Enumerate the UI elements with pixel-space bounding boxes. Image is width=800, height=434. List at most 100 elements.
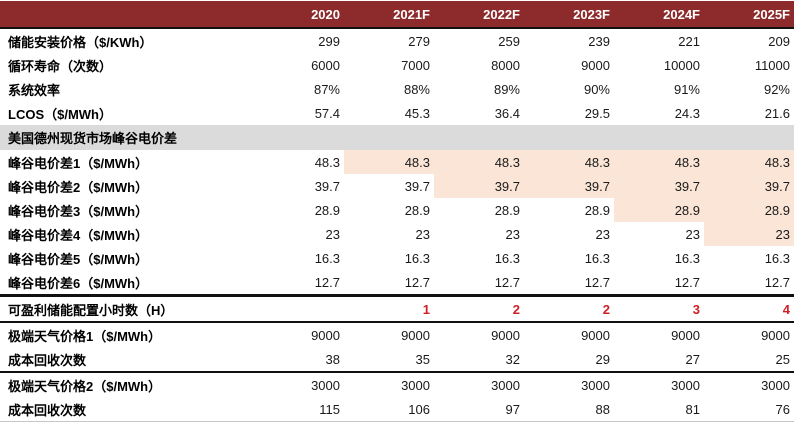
value-cell: 23 [415,226,430,242]
value-cell: 9000 [761,327,790,343]
row-label: 可盈利储能配置小时数（H） [8,302,174,318]
value-cell: 9000 [581,327,610,343]
value-cell: 3000 [401,377,430,393]
value-cell: 3000 [761,377,790,393]
value-cell: 279 [408,33,430,49]
value-cell: 12.7 [494,274,520,290]
value-cell-highlighted: 39.7 [614,174,704,198]
value-cell-highlighted: 48.3 [704,150,794,174]
value-cell: 299 [318,33,340,49]
row-lcos: LCOS（$/MWh） 57.4 45.3 36.4 29.5 24.3 21.… [0,101,794,125]
value-cell: 36.4 [494,105,520,121]
value-cell: 1 [422,301,430,317]
row-profitable-hours: 可盈利储能配置小时数（H） 1 2 2 3 4 [0,295,794,322]
value-cell: 12.7 [674,274,700,290]
value-cell: 12.7 [314,274,340,290]
value-cell: 221 [678,33,700,49]
value-cell-highlighted: 48.3 [524,150,614,174]
value-cell: 45.3 [404,105,430,121]
value-cell: 239 [588,33,610,49]
value-cell-highlighted: 48.3 [344,150,434,174]
row-label: 极端天气价格1（$/MWh） [8,328,162,344]
value-cell: 106 [408,401,430,417]
row-label: 成本回收次数 [8,352,87,368]
value-cell: 28.9 [314,202,340,218]
row-extreme-price2: 极端天气价格2（$/MWh） 3000 3000 3000 3000 3000 … [0,372,794,397]
value-cell-highlighted: 23 [704,222,794,246]
row-label: 峰谷电价差3（$/MWh） [8,203,149,219]
value-cell: 81 [685,401,700,417]
value-cell: 97 [505,401,520,417]
value-cell-highlighted: 39.7 [434,174,524,198]
row-label: 循环寿命（次数） [8,58,113,74]
row-cycle-life: 循环寿命（次数） 6000 7000 8000 9000 10000 11000 [0,53,794,77]
value-cell: 24.3 [674,105,700,121]
row-install-price: 储能安装价格（$/KWh） 299 279 259 239 221 209 [0,28,794,53]
value-cell: 9000 [581,57,610,73]
row-spread2: 峰谷电价差2（$/MWh） 39.7 39.7 39.7 39.7 39.7 3… [0,174,794,198]
value-cell: 21.6 [764,105,790,121]
row-label: 峰谷电价差2（$/MWh） [8,179,149,195]
value-cell: 92% [763,81,790,97]
value-cell-highlighted: 48.3 [614,150,704,174]
value-cell: 3000 [671,377,700,393]
value-cell: 88 [595,401,610,417]
value-cell: 209 [768,33,790,49]
value-cell: 3000 [491,377,520,393]
value-cell: 2 [512,301,520,317]
value-cell: 32 [505,351,520,367]
row-label: 极端天气价格2（$/MWh） [8,378,162,394]
row-spread5: 峰谷电价差5（$/MWh） 16.3 16.3 16.3 16.3 16.3 1… [0,246,794,270]
value-cell: 16.3 [404,250,430,266]
row-spread3: 峰谷电价差3（$/MWh） 28.9 28.9 28.9 28.9 28.9 2… [0,198,794,222]
value-cell: 3000 [581,377,610,393]
column-header: 2021F [344,1,434,29]
value-cell: 9000 [671,327,700,343]
column-header: 2020 [254,1,344,29]
value-cell: 90% [583,81,610,97]
row-spread6: 峰谷电价差6（$/MWh） 12.7 12.7 12.7 12.7 12.7 1… [0,270,794,296]
value-cell: 12.7 [764,274,790,290]
value-cell: 28.9 [494,202,520,218]
row-label: 峰谷电价差6（$/MWh） [8,275,149,291]
value-cell: 12.7 [404,274,430,290]
value-cell: 2 [602,301,610,317]
value-cell: 38 [325,351,340,367]
value-cell: 39.7 [404,178,430,194]
value-cell: 10000 [663,57,700,73]
value-cell: 87% [313,81,340,97]
value-cell: 25 [775,351,790,367]
value-cell: 115 [319,401,340,417]
value-cell: 23 [595,226,610,242]
value-cell: 16.3 [314,250,340,266]
value-cell: 259 [498,33,520,49]
row-label: 峰谷电价差4（$/MWh） [8,227,149,243]
value-cell: 23 [685,226,700,242]
column-header: 2025F [704,1,794,29]
value-cell: 57.4 [314,105,340,121]
value-cell: 76 [775,401,790,417]
row-label: 成本回收次数 [8,402,87,418]
row-label: 储能安装价格（$/KWh） [8,34,153,50]
value-cell: 9000 [311,327,340,343]
value-cell: 16.3 [674,250,700,266]
value-cell: 91% [673,81,700,97]
corner-cell [0,1,254,29]
value-cell: 7000 [401,57,430,73]
value-cell: 16.3 [584,250,610,266]
value-cell: 39.7 [314,178,340,194]
value-cell: 16.3 [764,250,790,266]
value-cell: 9000 [491,327,520,343]
value-cell: 4 [782,301,790,317]
value-cell-highlighted: 39.7 [704,174,794,198]
value-cell: 23 [325,226,340,242]
column-header: 2023F [524,1,614,29]
row-extreme-price1: 极端天气价格1（$/MWh） 9000 9000 9000 9000 9000 … [0,322,794,347]
value-cell: 3 [692,301,700,317]
section-header-row: 美国德州现货市场峰谷电价差 [0,125,794,150]
lcos-spread-table: 2020 2021F 2022F 2023F 2024F 2025F 储能安装价… [0,1,794,422]
value-cell-highlighted: 28.9 [614,198,704,222]
value-cell: 28.9 [404,202,430,218]
value-cell-highlighted: 39.7 [524,174,614,198]
value-cell: 12.7 [584,274,610,290]
